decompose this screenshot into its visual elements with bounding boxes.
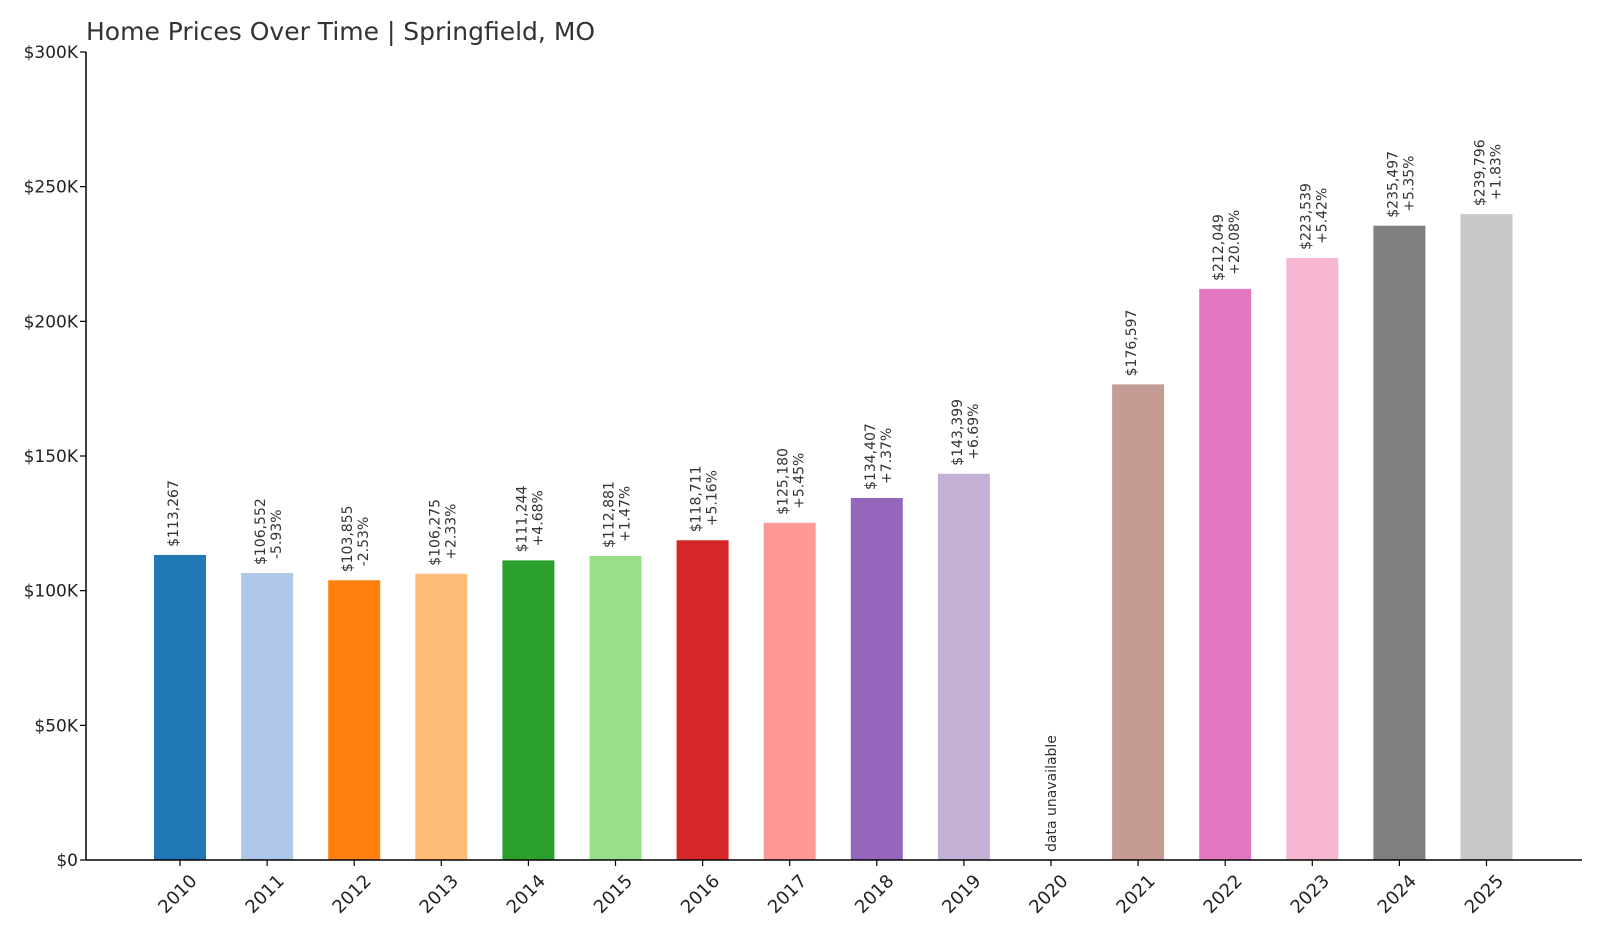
y-tick-label: $300K <box>24 43 79 63</box>
x-tick-label: 2022 <box>1199 871 1246 918</box>
x-tick-label: 2017 <box>764 871 811 918</box>
bar-change-label: +5.42% <box>1314 188 1330 244</box>
x-tick-label: 2024 <box>1374 871 1421 918</box>
bar-value-label: $176,597 <box>1124 310 1140 377</box>
x-tick-label: 2025 <box>1461 871 1508 918</box>
x-tick-label: 2020 <box>1025 871 1072 918</box>
bars-group <box>154 214 1513 861</box>
bar <box>937 473 990 860</box>
bar-value-label: $113,267 <box>166 480 182 547</box>
bar-value-label: $103,855 <box>340 505 356 572</box>
bar-value-label: $235,497 <box>1385 151 1401 218</box>
bar-change-label: +1.83% <box>1489 144 1505 200</box>
x-tick-label: 2012 <box>328 871 375 918</box>
y-tick-label: $250K <box>24 178 79 198</box>
value-labels-group: $113,267 $106,552 -5.93% $103,855 -2.53% $106… <box>166 139 1505 852</box>
bar <box>1373 225 1426 860</box>
bar-change-label: -5.93% <box>269 509 285 559</box>
x-tick-label: 2015 <box>590 871 637 918</box>
bar-value-label: $143,399 <box>950 399 966 466</box>
bar-value-label: $111,244 <box>514 485 530 552</box>
y-tick-label: $200K <box>24 312 79 332</box>
bar-value-label: $134,407 <box>863 423 879 490</box>
bar <box>763 522 816 860</box>
x-tick-label: 2013 <box>416 871 463 918</box>
x-tick-label: 2011 <box>241 871 288 918</box>
bar <box>328 580 381 860</box>
bar-value-label: $112,881 <box>602 481 618 548</box>
bar <box>589 555 642 860</box>
bar-change-label: +7.37% <box>879 428 895 484</box>
bar <box>415 573 468 860</box>
x-tick-label: 2014 <box>503 871 550 918</box>
y-axis: $0 $50K $100K $150K $200K $250K $300K <box>24 43 87 871</box>
bar-change-label: +6.69% <box>966 404 982 460</box>
bar-value-label: $118,711 <box>689 465 705 532</box>
bar-change-label: +20.08% <box>1227 210 1243 275</box>
bar-change-label: +2.33% <box>443 504 459 560</box>
y-tick-label: $50K <box>34 716 78 736</box>
bar <box>241 573 294 860</box>
bar <box>1286 257 1339 861</box>
bar <box>1460 214 1513 861</box>
bar <box>502 560 555 860</box>
y-tick-label: $150K <box>24 447 79 467</box>
bar-value-label: $239,796 <box>1473 139 1489 206</box>
bar <box>154 554 206 860</box>
bar-value-label: $223,539 <box>1298 183 1314 250</box>
x-tick-label: 2016 <box>677 871 724 918</box>
bar-change-label: +5.16% <box>705 470 721 526</box>
bar-value-label: $106,275 <box>427 499 443 566</box>
x-tick-label: 2010 <box>154 871 201 918</box>
y-tick-label: $100K <box>24 582 79 602</box>
bar <box>1112 384 1165 860</box>
x-tick-label: 2023 <box>1287 871 1334 918</box>
chart-title: Home Prices Over Time | Springfield, MO <box>86 17 595 46</box>
bar <box>1199 288 1252 860</box>
bar <box>850 497 903 860</box>
bar-value-label: $212,049 <box>1211 214 1227 281</box>
bar-change-label: +5.35% <box>1401 156 1417 212</box>
y-tick-label: $0 <box>56 851 78 871</box>
x-axis: 2010 2011 2012 2013 2014 2015 2016 2017 2018 2019… <box>86 859 1582 918</box>
x-tick-label: 2019 <box>938 871 985 918</box>
bar <box>676 540 729 860</box>
bar-change-label: +4.68% <box>530 490 546 546</box>
missing-data-label: data unavailable <box>1044 735 1060 852</box>
bar-change-label: +1.47% <box>618 486 634 542</box>
x-tick-label: 2018 <box>851 871 898 918</box>
bar-change-label: +5.45% <box>792 453 808 509</box>
bar-value-label: $106,552 <box>253 498 269 565</box>
bar-change-label: -2.53% <box>356 517 372 567</box>
x-tick-label: 2021 <box>1112 871 1159 918</box>
bar-value-label: $125,180 <box>776 448 792 515</box>
